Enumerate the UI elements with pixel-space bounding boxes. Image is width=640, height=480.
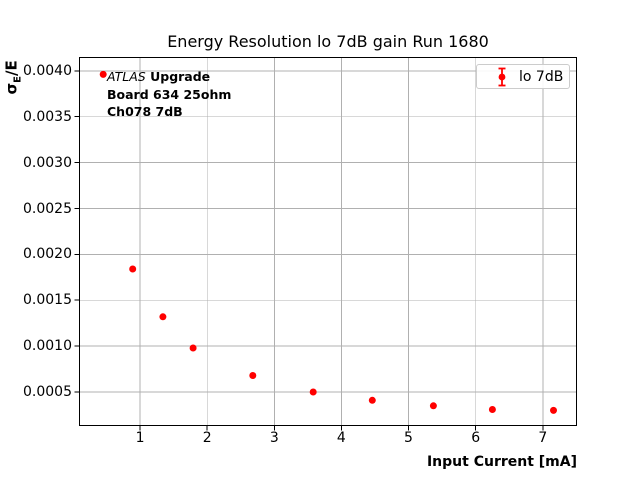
- data-point: [550, 406, 557, 414]
- annotation-line-3: Ch078 7dB: [107, 104, 183, 119]
- x-tick-label: 4: [336, 430, 346, 446]
- y-tick-label: 0.0010: [23, 338, 72, 355]
- annotation-line-2: Board 634 25ohm: [107, 86, 232, 102]
- x-axis-label: Input Current [mA]: [426, 454, 577, 470]
- x-tick-label: 2: [202, 430, 212, 446]
- data-point: [429, 402, 437, 410]
- data-point: [368, 396, 376, 404]
- data-point: [189, 344, 197, 352]
- plot-border: [78, 56, 578, 427]
- x-tick-label: 5: [404, 430, 413, 446]
- y-tick-label: 0.0035: [23, 108, 72, 125]
- data-point: [488, 406, 496, 413]
- x-tick-label: 6: [471, 430, 481, 446]
- data-point: [309, 388, 317, 396]
- x-tick-label: 3: [269, 430, 279, 446]
- y-tick-label: 0.0015: [23, 292, 72, 309]
- annotation-line-1: ATLAS Upgrade: [107, 68, 231, 86]
- chart-title: Energy Resolution lo 7dB gain Run 1680: [167, 32, 489, 51]
- y-tick-label: 0.0025: [23, 200, 72, 217]
- data-point: [99, 70, 107, 78]
- annotation-upgrade: Upgrade: [150, 69, 211, 84]
- legend: lo 7dB: [476, 64, 570, 89]
- y-tick-label: 0.0040: [23, 62, 72, 79]
- annotation-block: ATLAS Upgrade Board 634 25ohm Ch078 7dB: [107, 68, 231, 121]
- legend-label: lo 7dB: [519, 68, 564, 85]
- x-tick-label: 1: [135, 430, 145, 446]
- y-tick-label: 0.0005: [23, 384, 72, 400]
- data-point: [129, 265, 137, 273]
- annotation-atlas: ATLAS: [107, 69, 146, 84]
- y-tick-label: 0.0030: [23, 154, 72, 171]
- x-tick-label: 7: [538, 430, 548, 446]
- data-point: [159, 313, 167, 321]
- errorbar-marker-icon: [498, 67, 506, 86]
- y-tick-label: 0.0020: [23, 246, 72, 263]
- y-axis-label-sigma: σ: [2, 82, 21, 95]
- data-point: [249, 372, 257, 379]
